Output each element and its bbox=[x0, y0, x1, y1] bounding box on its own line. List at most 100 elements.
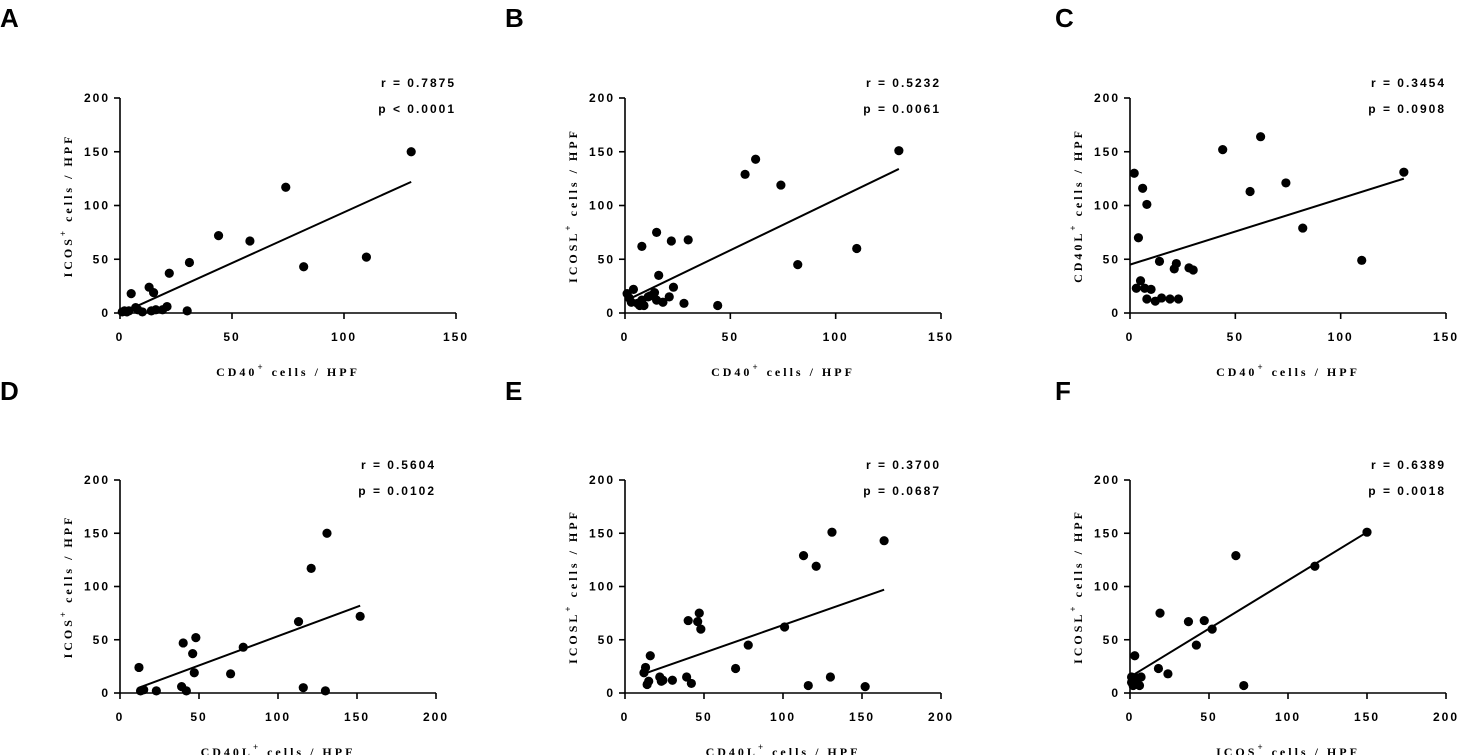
y-axis-label: ICOS+ cells / HPF bbox=[58, 134, 75, 278]
panel-d: D 0 50 100 150 200 0 50 100 150 200 CD40L+ cells / … bbox=[0, 376, 449, 755]
data-point bbox=[162, 301, 172, 312]
x-tick-label: 200 bbox=[928, 710, 954, 724]
y-tick-label: 0 bbox=[101, 686, 110, 700]
data-point bbox=[149, 287, 159, 298]
data-point bbox=[776, 180, 786, 190]
data-point bbox=[1171, 258, 1181, 269]
panel-f: F 0 50 100 150 200 0 50 100 150 200 ICOS+ cells / H… bbox=[1055, 376, 1457, 755]
r-value: r = 0.3454 bbox=[1371, 76, 1446, 90]
r-value: r = 0.5604 bbox=[361, 458, 436, 472]
data-point bbox=[1134, 680, 1145, 691]
y-tick-label: 150 bbox=[589, 145, 615, 159]
x-tick-label: 50 bbox=[695, 710, 712, 724]
y-tick-label: 50 bbox=[93, 252, 110, 266]
data-point bbox=[696, 624, 706, 634]
regression-line bbox=[628, 168, 900, 300]
data-point bbox=[406, 147, 416, 157]
regression-line bbox=[1131, 531, 1368, 677]
data-point bbox=[666, 236, 676, 246]
data-point bbox=[740, 169, 750, 179]
panel-letter: F bbox=[1055, 376, 1071, 406]
data-point bbox=[667, 675, 678, 685]
y-tick-label: 50 bbox=[598, 252, 615, 266]
y-tick-label: 100 bbox=[589, 580, 615, 594]
y-tick-label: 150 bbox=[589, 526, 615, 540]
x-tick-label: 0 bbox=[1126, 710, 1135, 724]
data-point bbox=[320, 686, 330, 696]
data-point bbox=[293, 617, 304, 627]
y-tick-label: 200 bbox=[84, 91, 110, 105]
y-tick-label: 100 bbox=[589, 199, 615, 213]
data-point bbox=[1142, 294, 1152, 304]
data-point bbox=[637, 241, 647, 251]
data-point bbox=[151, 686, 161, 696]
data-point bbox=[682, 672, 692, 682]
x-tick-label: 0 bbox=[116, 710, 125, 724]
r-value: r = 0.3700 bbox=[866, 458, 941, 472]
y-tick-label: 0 bbox=[606, 686, 615, 700]
y-tick-label: 150 bbox=[1094, 526, 1120, 540]
panel-letter: E bbox=[505, 376, 522, 406]
data-point bbox=[668, 282, 679, 292]
x-tick-label: 150 bbox=[443, 330, 469, 344]
data-point bbox=[226, 669, 236, 679]
x-tick-label: 100 bbox=[770, 710, 796, 724]
y-tick-label: 200 bbox=[589, 473, 615, 487]
data-point bbox=[649, 287, 660, 298]
panel-b: B 0 50 100 150 200 0 50 100 150 CD40+ cells / HPF I… bbox=[505, 3, 952, 379]
data-point bbox=[137, 307, 147, 317]
data-point bbox=[126, 289, 136, 299]
data-point bbox=[803, 680, 813, 691]
panel-letter: D bbox=[0, 376, 19, 406]
p-value: p = 0.0102 bbox=[358, 484, 436, 498]
panel-c: C 0 50 100 150 200 0 50 100 150 CD40+ cells / HPF C… bbox=[1055, 3, 1459, 379]
data-point bbox=[355, 611, 365, 621]
data-point bbox=[1146, 284, 1156, 294]
data-point bbox=[1130, 651, 1140, 661]
regression-line bbox=[1129, 177, 1405, 266]
data-point bbox=[1310, 561, 1320, 571]
x-tick-label: 200 bbox=[423, 710, 449, 724]
p-value: p = 0.0061 bbox=[863, 102, 941, 116]
y-tick-label: 50 bbox=[1103, 252, 1120, 266]
data-point bbox=[1298, 223, 1308, 233]
panel-a: A 0 50 100 150 200 0 50 100 150 CD40+ cells / HPF I… bbox=[0, 3, 469, 379]
x-tick-label: 150 bbox=[1433, 330, 1459, 344]
p-value: p < 0.0001 bbox=[378, 102, 456, 116]
data-point bbox=[245, 236, 255, 246]
y-tick-label: 200 bbox=[589, 91, 615, 105]
x-axis-label: CD40L+ cells / HPF bbox=[201, 742, 356, 755]
x-tick-label: 150 bbox=[1354, 710, 1380, 724]
y-tick-label: 150 bbox=[1094, 145, 1120, 159]
data-point bbox=[1165, 294, 1175, 304]
data-point bbox=[1142, 199, 1152, 210]
data-point bbox=[1199, 615, 1209, 626]
x-axis-label: CD40+ cells / HPF bbox=[216, 362, 360, 379]
x-tick-label: 150 bbox=[344, 710, 370, 724]
data-point bbox=[694, 608, 704, 618]
data-point bbox=[361, 252, 371, 262]
data-point bbox=[798, 551, 809, 561]
data-point bbox=[1131, 283, 1141, 293]
data-point bbox=[299, 262, 309, 272]
x-tick-label: 50 bbox=[190, 710, 207, 724]
x-axis-label: CD40+ cells / HPF bbox=[711, 362, 855, 379]
data-point bbox=[879, 536, 889, 546]
x-tick-label: 100 bbox=[331, 330, 357, 344]
data-point bbox=[213, 231, 224, 241]
y-axis-label: ICOSL+ cells / HPF bbox=[563, 509, 580, 664]
panel-e: E 0 50 100 150 200 0 50 100 150 200 CD40L+ cells / … bbox=[505, 376, 954, 755]
data-point bbox=[751, 154, 761, 164]
x-tick-label: 50 bbox=[722, 330, 739, 344]
x-tick-label: 0 bbox=[621, 330, 630, 344]
y-tick-label: 0 bbox=[606, 306, 615, 320]
data-point bbox=[683, 615, 693, 626]
y-axis-label: CD40L+ cells / HPF bbox=[1068, 128, 1085, 283]
data-point bbox=[1231, 551, 1241, 561]
data-point bbox=[1133, 233, 1144, 243]
data-point bbox=[1207, 624, 1217, 634]
x-tick-label: 100 bbox=[1328, 330, 1354, 344]
data-point bbox=[658, 297, 668, 307]
data-point bbox=[191, 633, 201, 643]
data-point bbox=[628, 284, 639, 294]
